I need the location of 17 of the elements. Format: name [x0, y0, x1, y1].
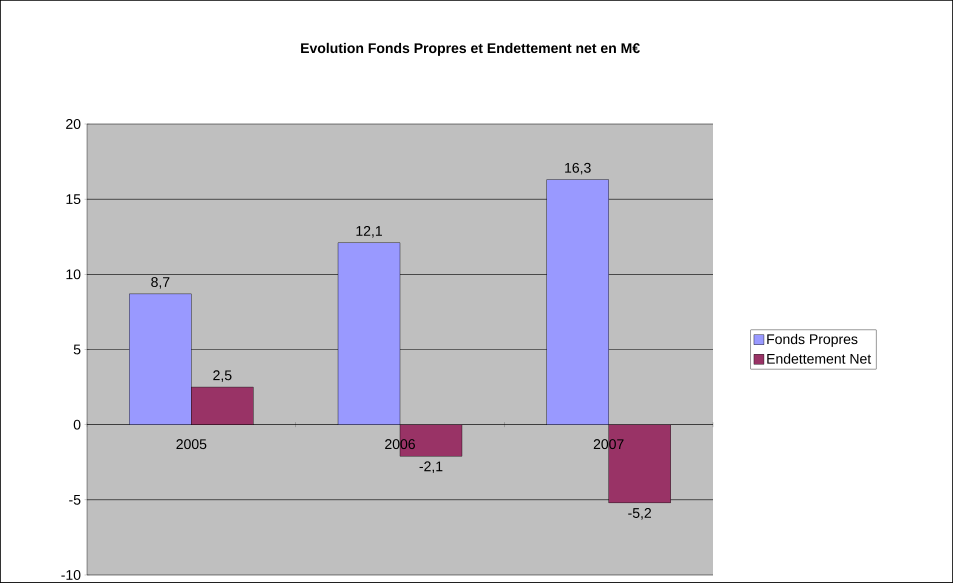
y-tick-label: -10 [61, 570, 80, 580]
y-tick-label: 20 [66, 118, 80, 129]
data-label: 12,1 [356, 226, 382, 238]
x-tick-label: 2005 [176, 439, 206, 449]
data-label: -5,2 [628, 508, 652, 520]
legend-label: Fonds Propres [767, 334, 858, 347]
y-tick-label: -5 [69, 494, 80, 505]
y-tick-label: 15 [66, 194, 80, 204]
legend-label: Endettement Net [767, 353, 872, 364]
y-tick-label: 0 [74, 420, 80, 430]
chart-title: Evolution Fonds Propres et Endettement net en M€ [301, 42, 640, 56]
y-tick-label: 10 [66, 269, 80, 280]
data-label: 16,3 [565, 162, 591, 174]
data-label: 8,7 [151, 276, 170, 289]
data-label: 2,5 [213, 370, 232, 382]
y-tick-label: 5 [74, 344, 80, 354]
data-label: -2,1 [420, 461, 442, 473]
